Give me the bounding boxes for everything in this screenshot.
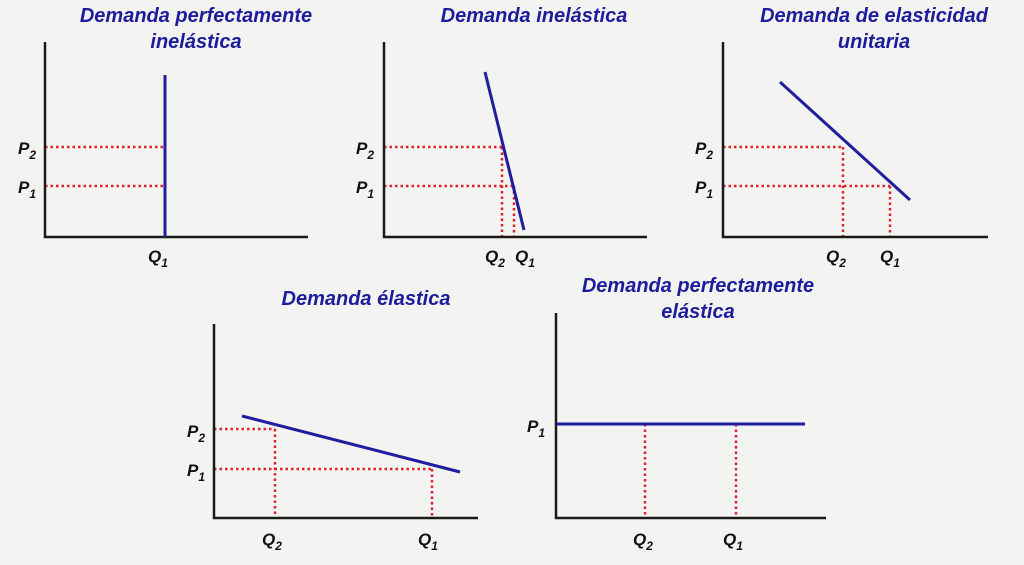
panel-title-line: Demanda perfectamente <box>80 5 312 27</box>
quantity-label-q1: Q1 <box>148 247 168 270</box>
price-label-p2-subscript: 2 <box>28 148 36 162</box>
quantity-label-q1-subscript: 1 <box>528 256 535 270</box>
quantity-label-q2: Q2 <box>826 247 846 270</box>
panel-title-line: Demanda élastica <box>282 288 451 310</box>
price-label-p1-subscript: 1 <box>706 187 713 201</box>
quantity-label-q2-letter: Q <box>633 530 646 549</box>
price-label-p1: P1 <box>18 178 36 201</box>
price-label-p1: P1 <box>527 417 545 440</box>
quantity-label-q2: Q2 <box>262 530 282 553</box>
quantity-label-q2-letter: Q <box>826 247 839 266</box>
panel-title: Demanda élastica <box>282 288 451 310</box>
quantity-label-q2-letter: Q <box>485 247 498 266</box>
price-label-p1-letter: P <box>187 461 199 480</box>
price-label-p2: P2 <box>695 139 713 162</box>
panel-title: Demanda inelástica <box>441 5 628 27</box>
quantity-label-q2: Q2 <box>633 530 653 553</box>
panel-title-line: unitaria <box>838 31 910 53</box>
demand-curve <box>241 414 461 474</box>
price-label-p2-subscript: 2 <box>705 148 713 162</box>
panel-title-line: Demanda de elasticidad <box>760 5 989 27</box>
axes <box>212 324 478 520</box>
quantity-label-q1-letter: Q <box>880 247 893 266</box>
price-label-p1-letter: P <box>18 178 30 197</box>
price-label-p1: P1 <box>187 461 205 484</box>
quantity-label-q2: Q2 <box>485 247 505 270</box>
quantity-label-q1-letter: Q <box>515 247 528 266</box>
price-label-p1-letter: P <box>527 417 539 436</box>
panel-title: Demanda perfectamente elástica <box>582 275 814 323</box>
quantity-label-q1-letter: Q <box>723 530 736 549</box>
quantity-label-q1-subscript: 1 <box>431 539 438 553</box>
panel-title-line: Demanda perfectamente <box>582 275 814 297</box>
price-label-p1-subscript: 1 <box>367 187 374 201</box>
quantity-label-q2-subscript: 2 <box>838 256 846 270</box>
quantity-label-q2-letter: Q <box>262 530 275 549</box>
quantity-label-q1: Q1 <box>515 247 535 270</box>
price-label-p2-subscript: 2 <box>366 148 374 162</box>
panel-title-line: inelástica <box>150 31 241 53</box>
price-label-p2-letter: P <box>695 139 707 158</box>
panel-title: Demanda de elasticidad unitaria <box>760 5 989 53</box>
price-label-p2-subscript: 2 <box>197 431 205 445</box>
price-label-p2-letter: P <box>18 139 30 158</box>
demand-curve <box>778 80 912 202</box>
quantity-label-q1-subscript: 1 <box>736 539 743 553</box>
price-label-p1-subscript: 1 <box>538 426 545 440</box>
quantity-label-q1-subscript: 1 <box>893 256 900 270</box>
axes <box>43 42 308 239</box>
price-label-p1-letter: P <box>695 178 707 197</box>
price-label-p1-letter: P <box>356 178 368 197</box>
panel-title-line: elástica <box>661 301 734 323</box>
demand-curve <box>483 71 526 231</box>
quantity-label-q1: Q1 <box>418 530 438 553</box>
quantity-label-q2-subscript: 2 <box>274 539 282 553</box>
price-label-p2: P2 <box>18 139 36 162</box>
axes <box>554 313 826 520</box>
quantity-label-q2-subscript: 2 <box>645 539 653 553</box>
panel-title: Demanda perfectamente inelástica <box>80 5 312 53</box>
quantity-label-q1-letter: Q <box>148 247 161 266</box>
quantity-label-q2-subscript: 2 <box>497 256 505 270</box>
price-label-p2: P2 <box>356 139 374 162</box>
price-label-p1: P1 <box>356 178 374 201</box>
quantity-label-q1-subscript: 1 <box>161 256 168 270</box>
axes <box>382 42 647 239</box>
quantity-label-q1-letter: Q <box>418 530 431 549</box>
price-label-p1: P1 <box>695 178 713 201</box>
price-label-p1-subscript: 1 <box>198 470 205 484</box>
price-label-p2-letter: P <box>187 422 199 441</box>
quantity-label-q1: Q1 <box>880 247 900 270</box>
price-label-p2-letter: P <box>356 139 368 158</box>
price-label-p2: P2 <box>187 422 205 445</box>
quantity-label-q1: Q1 <box>723 530 743 553</box>
panel-title-line: Demanda inelástica <box>441 5 628 27</box>
axes <box>721 42 988 239</box>
price-label-p1-subscript: 1 <box>29 187 36 201</box>
